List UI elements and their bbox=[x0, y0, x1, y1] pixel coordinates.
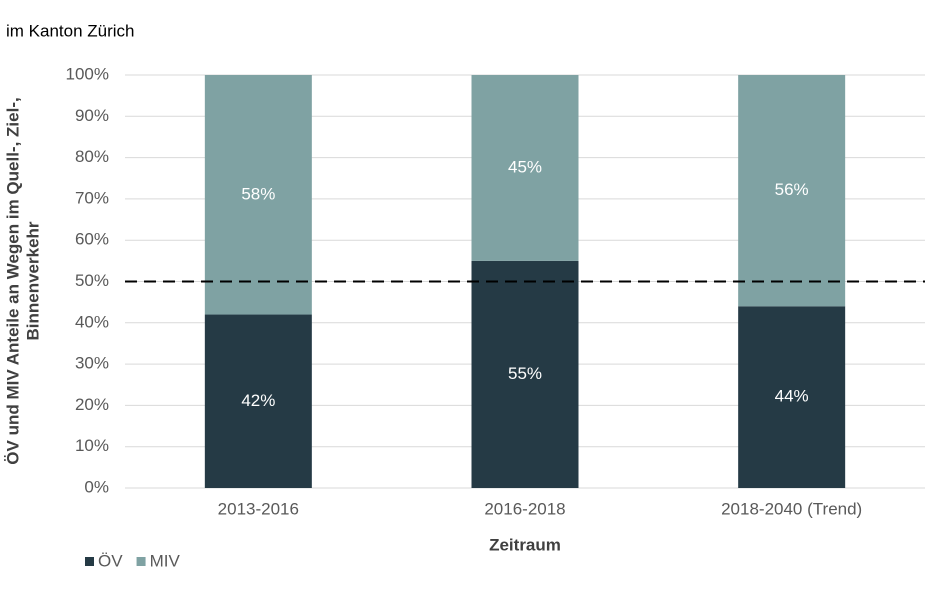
legend-swatch bbox=[85, 557, 94, 566]
legend-swatch bbox=[136, 557, 146, 566]
y-tick-label: 20% bbox=[75, 395, 109, 414]
value-label: 42% bbox=[241, 391, 275, 410]
y-tick-label: 90% bbox=[75, 106, 109, 125]
value-label: 55% bbox=[508, 364, 542, 383]
legend-label: ÖV bbox=[98, 551, 123, 570]
bar-segment bbox=[738, 306, 846, 488]
value-label: 44% bbox=[775, 387, 809, 406]
y-axis-label: ÖV und MIV Anteile an Wegen im Quell-, Z… bbox=[3, 97, 22, 464]
y-axis-label: Binnenverkehr bbox=[23, 221, 42, 340]
y-tick-label: 30% bbox=[75, 354, 109, 373]
y-tick-label: 100% bbox=[66, 64, 109, 83]
bar-segment bbox=[204, 314, 312, 488]
x-tick-label: 2013-2016 bbox=[218, 499, 299, 518]
x-tick-label: 2018-2040 (Trend) bbox=[721, 499, 862, 518]
y-tick-label: 80% bbox=[75, 147, 109, 166]
y-tick-label: 40% bbox=[75, 312, 109, 331]
value-label: 45% bbox=[508, 157, 542, 176]
y-tick-label: 60% bbox=[75, 230, 109, 249]
y-tick-label: 10% bbox=[75, 436, 109, 455]
value-label: 58% bbox=[241, 184, 275, 203]
y-tick-label: 0% bbox=[84, 477, 109, 496]
bar-segment bbox=[204, 75, 312, 315]
x-axis-label: Zeitraum bbox=[489, 535, 561, 554]
value-label: 56% bbox=[775, 180, 809, 199]
chart-subtitle: im Kanton Zürich bbox=[6, 21, 135, 40]
bar-segment bbox=[738, 75, 846, 307]
x-tick-label: 2016-2018 bbox=[484, 499, 565, 518]
bar-segment bbox=[471, 75, 579, 261]
legend-label: MIV bbox=[150, 551, 181, 570]
bar-segment bbox=[471, 260, 579, 488]
y-tick-label: 70% bbox=[75, 188, 109, 207]
y-tick-label: 50% bbox=[75, 271, 109, 290]
